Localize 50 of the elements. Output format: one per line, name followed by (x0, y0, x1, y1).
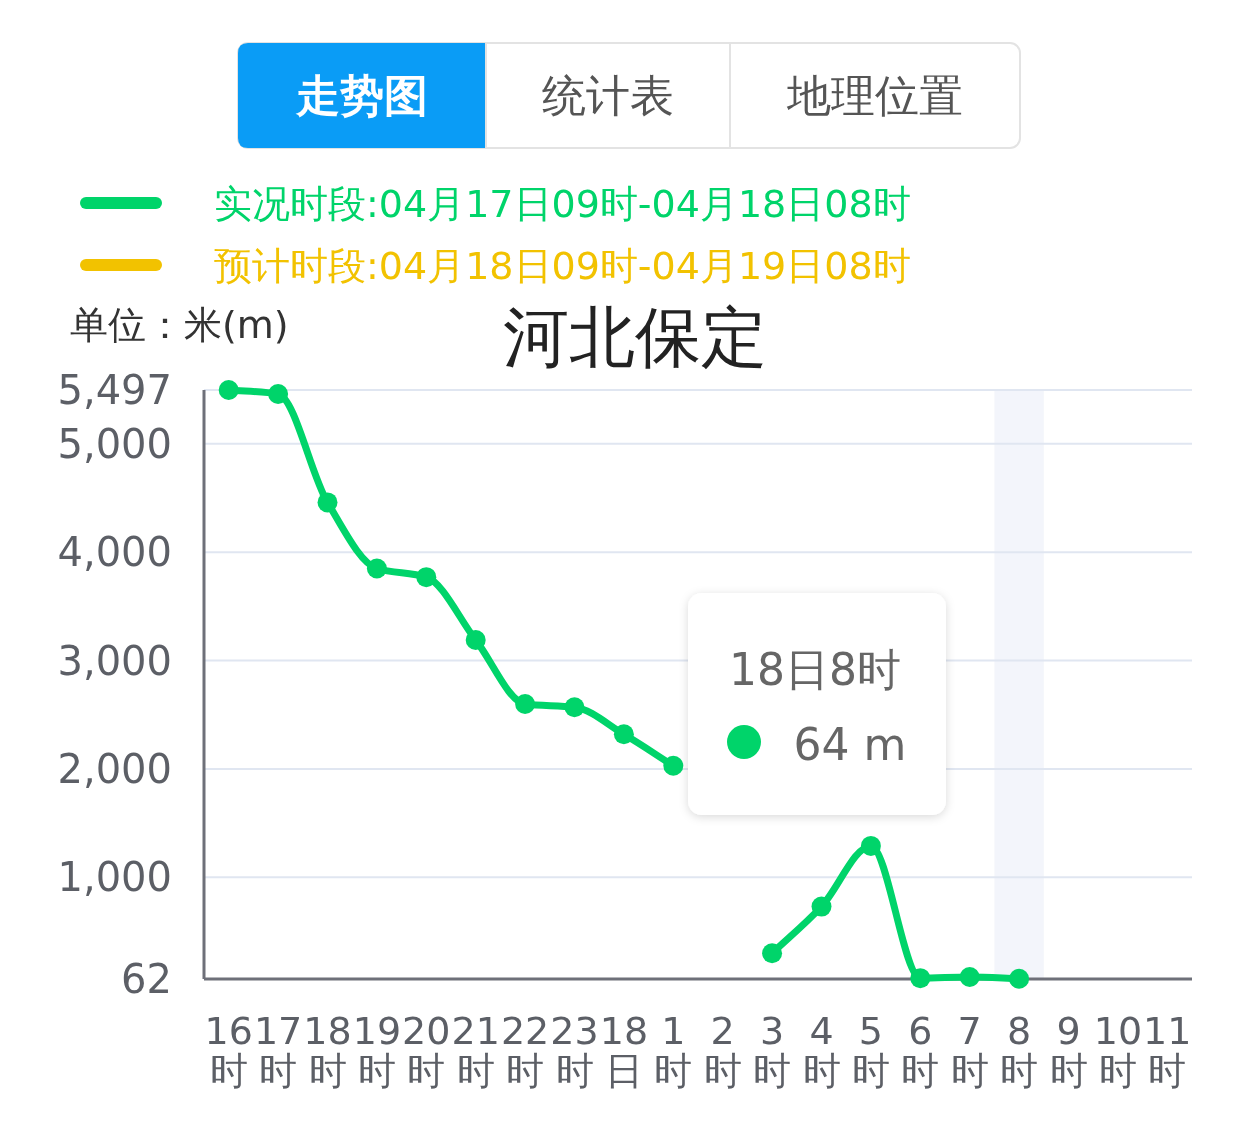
x-tick-label: 9时 (1049, 1009, 1088, 1093)
point (317, 492, 338, 513)
point (465, 630, 486, 651)
legend-label: 实况时段:04月17日09时-04月18日08时 (214, 182, 911, 226)
y-tick-label: 4,000 (57, 529, 172, 576)
point (811, 896, 832, 917)
x-tick-label: 1时 (654, 1009, 693, 1093)
x-tick-label: 16时 (204, 1009, 253, 1093)
x-tick-label: 6时 (901, 1009, 940, 1093)
annotation: 18日8时 (729, 644, 901, 695)
point (1009, 968, 1030, 989)
x-tick-label: 19时 (352, 1009, 402, 1093)
point (762, 943, 783, 964)
x-tick-label: 20时 (402, 1009, 451, 1093)
annotation: 64 m (793, 719, 907, 770)
x-tick-label: 2时 (703, 1009, 742, 1093)
y-tick-label: 1,000 (57, 854, 172, 901)
point (268, 384, 289, 405)
point (564, 697, 585, 718)
point (959, 967, 980, 988)
x-tick-label: 23时 (550, 1009, 599, 1093)
tabs: 走势图 统计表 地理位置 (237, 42, 1021, 149)
y-tick-label: 3,000 (57, 637, 172, 684)
y-axis-title: 单位：米(m) (70, 303, 289, 347)
chart-title: 河北保定 (503, 299, 767, 376)
point (613, 724, 634, 745)
y-tick-label: 62 (121, 956, 172, 1002)
x-tick-label: 17时 (253, 1009, 303, 1093)
y-tick-label: 5,000 (57, 420, 172, 467)
x-tick-label: 4时 (802, 1009, 841, 1093)
legend-label: 预计时段:04月18日09时-04月19日08时 (214, 244, 911, 288)
x-tick-label: 11时 (1143, 1009, 1192, 1093)
point (366, 558, 387, 579)
point (218, 380, 239, 400)
point (910, 968, 931, 989)
x-tick-label: 10时 (1093, 1009, 1143, 1093)
x-tick-label: 8时 (1000, 1009, 1039, 1093)
y-tick-label: 5,497 (57, 367, 172, 413)
x-tick-label: 5时 (851, 1009, 890, 1093)
x-tick-label: 18日 (599, 1009, 649, 1093)
x-tick-label: 7时 (950, 1009, 989, 1093)
x-tick-label: 18时 (303, 1009, 352, 1093)
x-tick-label: 22时 (500, 1009, 550, 1093)
y-tick-label: 2,000 (57, 745, 172, 792)
point (860, 835, 881, 856)
point (416, 567, 437, 588)
x-tick-label: 21时 (451, 1009, 500, 1093)
point (663, 755, 684, 776)
x-tick-label: 3时 (753, 1009, 792, 1093)
point (515, 693, 536, 714)
